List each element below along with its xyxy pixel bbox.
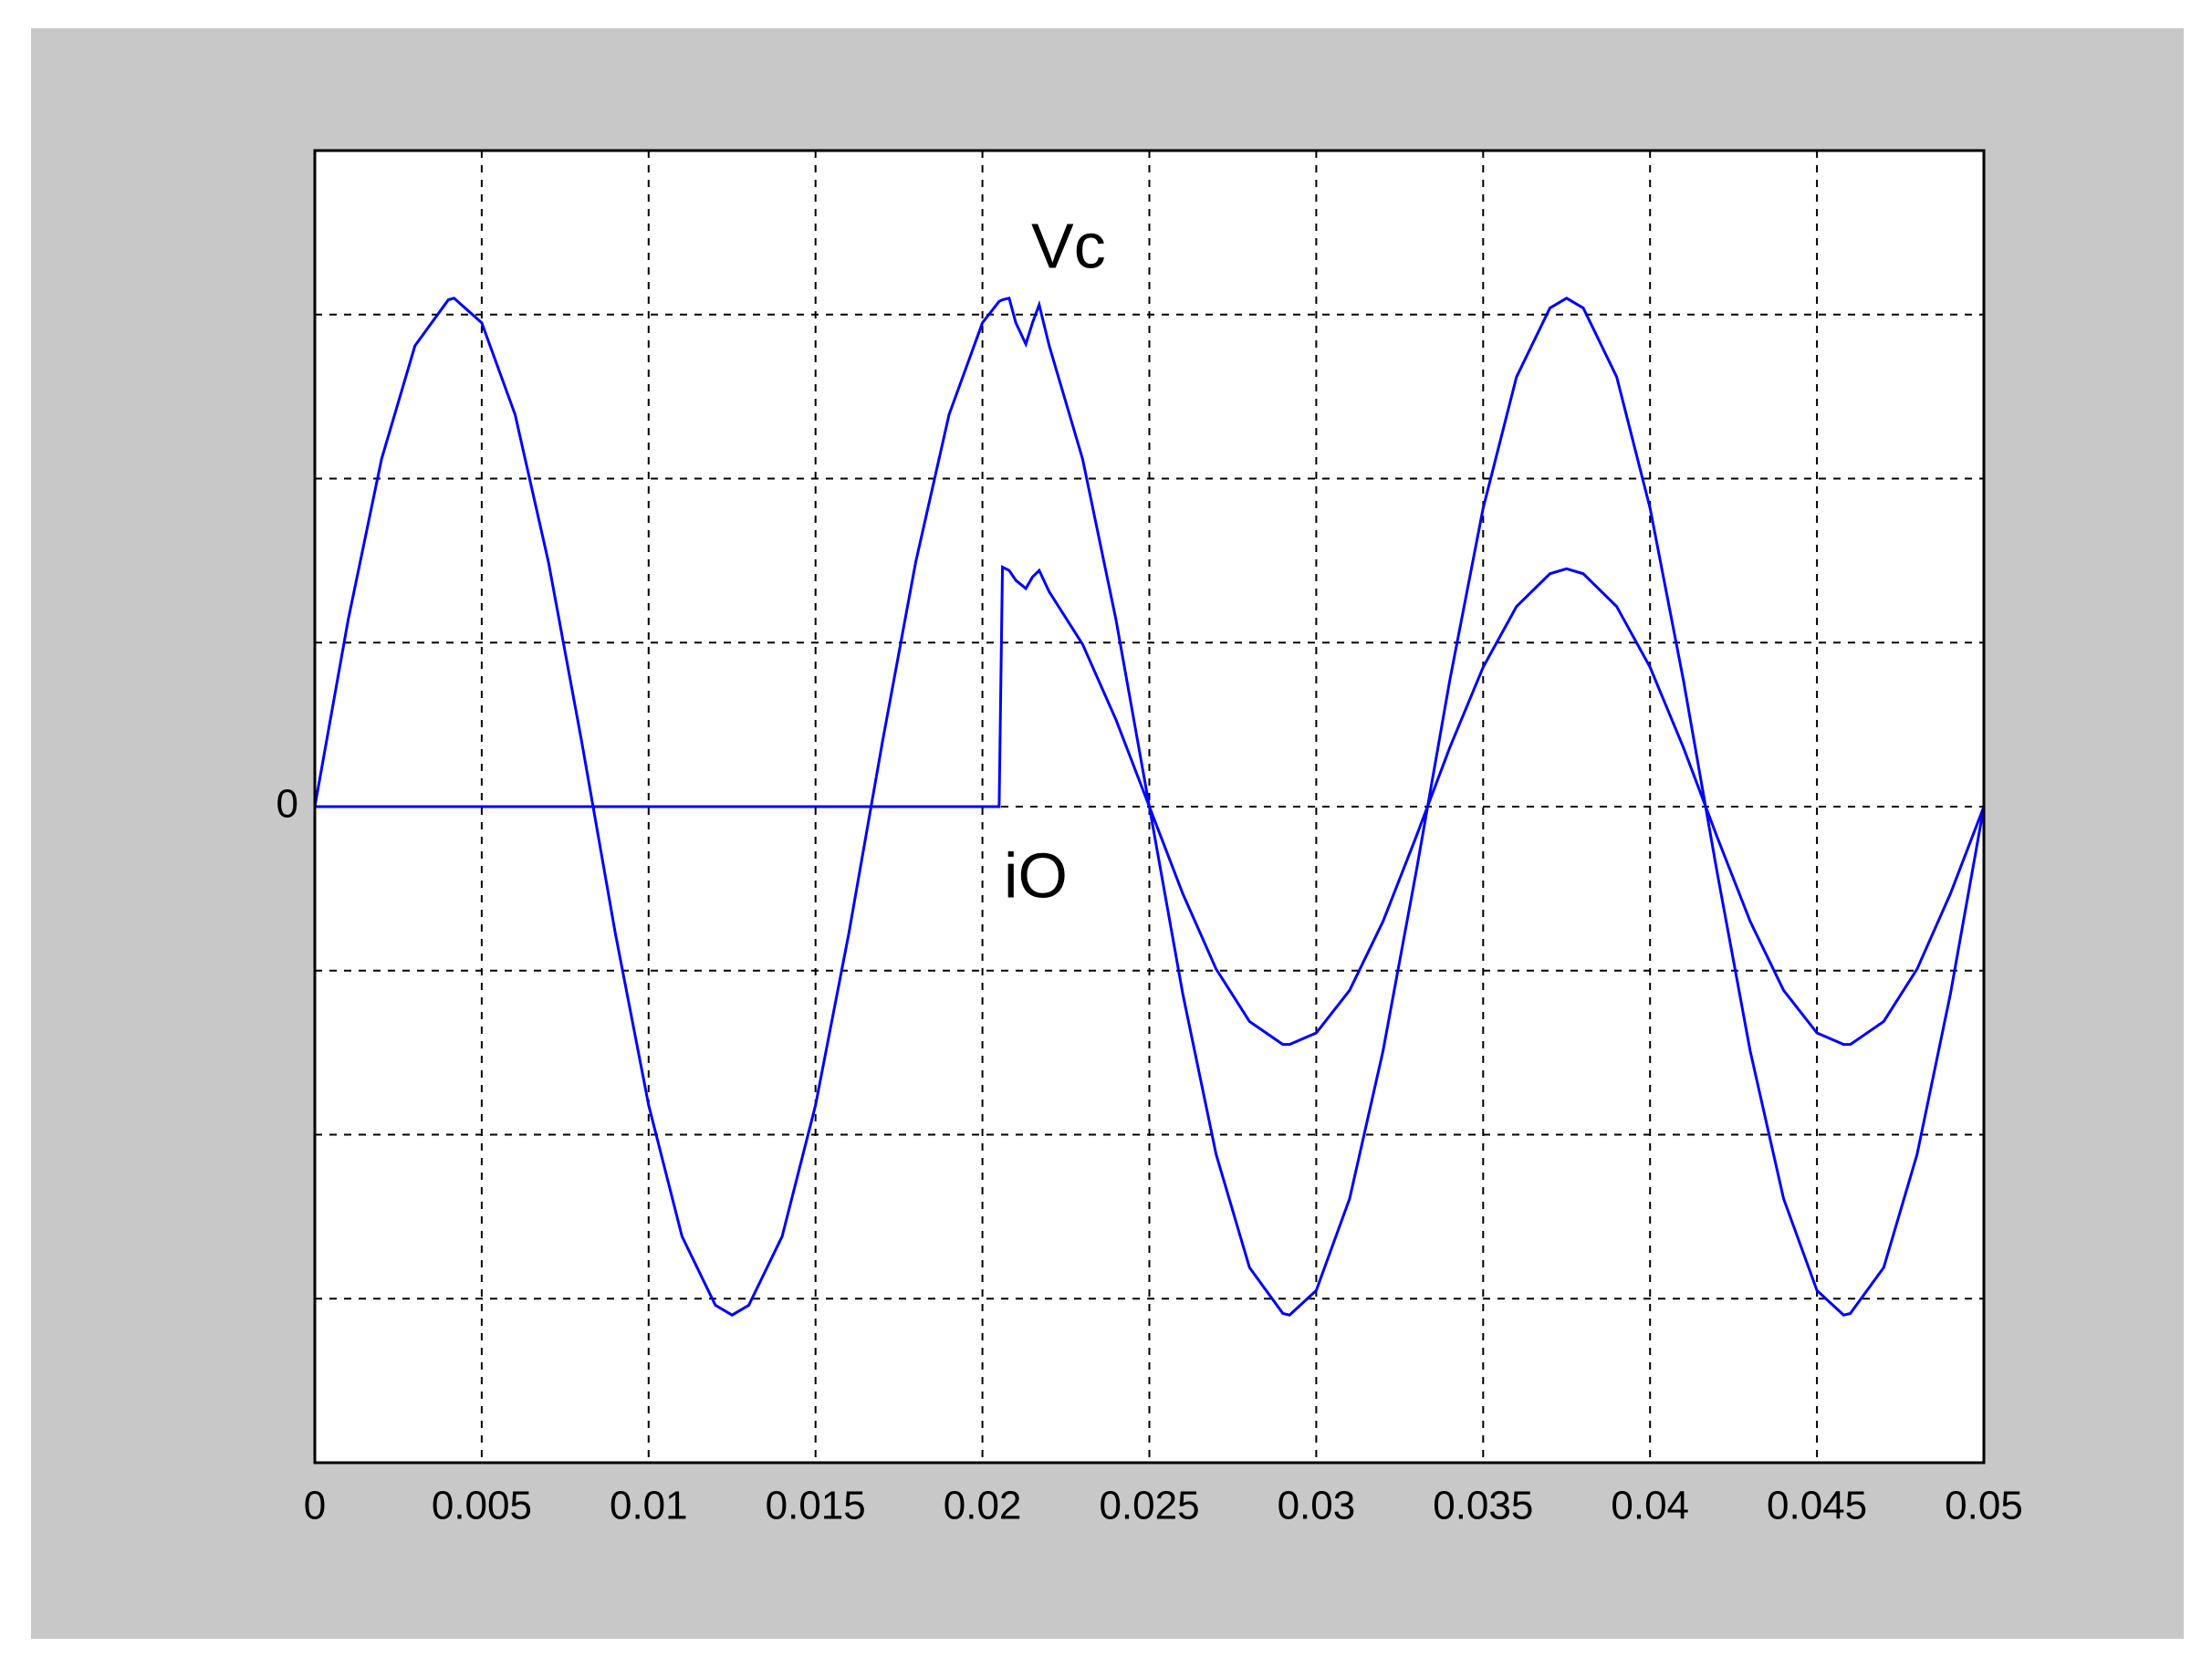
y-tick-label: 0 <box>276 782 298 827</box>
series-annotation: Vc <box>1031 210 1106 281</box>
x-tick-label: 0.01 <box>610 1484 688 1528</box>
x-tick-label: 0.025 <box>1099 1484 1199 1528</box>
series-annotation: iO <box>1004 839 1068 911</box>
series-line <box>315 565 1986 1047</box>
series-line <box>313 296 1986 1317</box>
x-tick-label: 0.035 <box>1433 1484 1533 1528</box>
x-tick-label: 0 <box>304 1484 326 1528</box>
axes-box <box>313 149 1986 1465</box>
x-tick-label: 0.03 <box>1278 1484 1356 1528</box>
x-tick-label: 0.045 <box>1767 1484 1867 1528</box>
x-tick-label: 0.015 <box>766 1484 866 1528</box>
x-tick-label: 0.02 <box>944 1484 1022 1528</box>
x-tick-label: 0.005 <box>432 1484 532 1528</box>
x-tick-label: 0.05 <box>1945 1484 2023 1528</box>
x-tick-label: 0.04 <box>1611 1484 1689 1528</box>
